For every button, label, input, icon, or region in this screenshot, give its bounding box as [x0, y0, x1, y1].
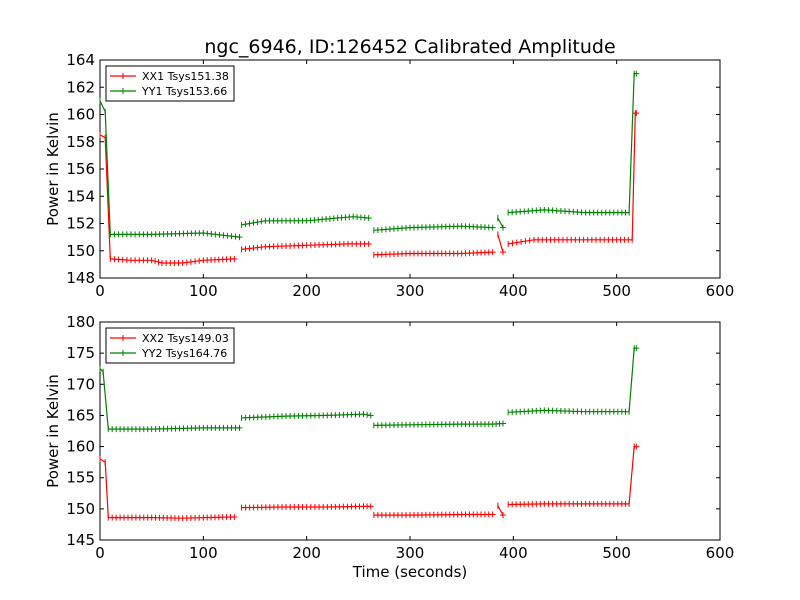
x-axis-label: Time (seconds) [352, 563, 468, 581]
x-tick-label: 0 [95, 282, 105, 300]
y-tick-label: 155 [66, 469, 95, 487]
y-tick-label: 170 [66, 375, 95, 393]
chart-panels: 0 100 200 300 400 500 600 148 150 152 154 156 158 160… [44, 51, 734, 581]
legend-label: XX2 Tsys149.03 [142, 332, 229, 345]
series-line [497, 505, 504, 516]
figure-title: ngc_6946, ID:126452 Calibrated Amplitude [204, 36, 615, 58]
y-tick-label: 175 [66, 344, 95, 362]
legend-label: YY1 Tsys153.66 [141, 85, 227, 98]
chart-panel-1: 0 100 200 300 400 500 600 148 150 152 154 156 158 160… [44, 51, 734, 300]
x-tick-label: 100 [189, 544, 218, 562]
y-tick-label: 162 [66, 78, 95, 96]
y-axis-label: Power in Kelvin [44, 374, 62, 488]
series-1 [99, 110, 640, 267]
series-line [373, 513, 493, 516]
legend-label: XX1 Tsys151.38 [142, 70, 229, 83]
legend-frame [105, 65, 235, 102]
x-tick-label: 400 [499, 282, 528, 300]
series-line [497, 234, 504, 253]
x-tick-label: 500 [602, 282, 631, 300]
legend: XX1 Tsys151.38 YY1 Tsys153.66 [105, 65, 235, 102]
y-tick-label: 152 [66, 215, 95, 233]
x-tick-label: 200 [292, 544, 321, 562]
x-tick-label: 600 [706, 282, 735, 300]
x-tick-label: 400 [499, 544, 528, 562]
y-tick-label: 164 [66, 51, 95, 69]
y-tick-label: 145 [66, 531, 95, 549]
y-tick-label: 165 [66, 406, 95, 424]
y-tick-label: 158 [66, 133, 95, 151]
y-tick-label: 160 [66, 106, 95, 124]
series-2 [99, 70, 640, 241]
y-tick-label: 180 [66, 313, 95, 331]
x-tick-label: 300 [396, 544, 425, 562]
legend: XX2 Tsys149.03 YY2 Tsys164.76 [105, 327, 235, 364]
x-tick-label: 200 [292, 282, 321, 300]
y-tick-label: 148 [66, 269, 95, 287]
x-tick-label: 300 [396, 282, 425, 300]
series-line [99, 368, 240, 430]
y-tick-label: 150 [66, 242, 95, 260]
legend-label: YY2 Tsys164.76 [141, 347, 227, 360]
x-tick-label: 600 [706, 544, 735, 562]
y-tick-label: 154 [66, 187, 95, 205]
x-tick-label: 500 [602, 544, 631, 562]
chart-panel-2: 0 100 200 300 400 500 600 145 150 155 160 165 170 175… [44, 313, 734, 581]
series-1 [99, 443, 640, 522]
y-tick-label: 150 [66, 500, 95, 518]
legend-frame [105, 327, 235, 364]
y-axis-label: Power in Kelvin [44, 112, 62, 226]
x-tick-label: 0 [95, 544, 105, 562]
y-tick-label: 160 [66, 438, 95, 456]
y-tick-label: 156 [66, 160, 95, 178]
x-tick-label: 100 [189, 282, 218, 300]
series-2 [99, 345, 640, 433]
series-line [497, 217, 504, 228]
